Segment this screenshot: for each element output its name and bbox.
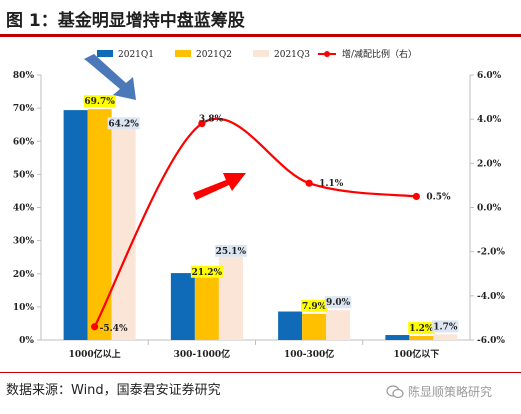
data-label-bg-2021q2 [83,95,116,108]
data-label-2021q2-1: 21.2% [192,268,223,278]
source-note: 数据来源：Wind，国泰君安证券研究 [6,383,221,398]
right-tick-label: 2.0% [477,159,502,169]
bar-2021q2-3 [409,336,434,340]
data-label-bg-2021q2 [408,322,435,335]
left-tick-label: 60% [13,137,35,147]
figure-title-bar: 图 1：基金明显增持中盘蓝筹股 [0,0,521,40]
ratio-label-2: 1.1% [319,179,344,189]
legend-label-ratio: 增/减配比例（右） [342,48,417,60]
left-tick-label: 0% [19,336,34,346]
bar-2021q2-1 [194,269,219,340]
right-tick-label: 6.0% [477,71,502,81]
category-label: 1000亿以上 [69,348,121,360]
bar-2021q2-0 [87,109,112,341]
ratio-point-1 [198,119,206,128]
category-label: 100-300亿 [284,348,334,360]
data-label-bg-2021q3 [107,117,140,130]
right-tick-label: -2.0% [477,248,505,258]
data-label-2021q3-1: 25.1% [216,247,247,257]
data-label-2021q2-0: 69.7% [84,97,115,107]
right-tick-label: 0.0% [477,204,502,214]
watermark-text: 陈显顺策略研究 [408,385,493,399]
bar-2021q3-0 [111,127,136,341]
data-label-bg-2021q3 [324,296,352,309]
ratio-point-2 [305,179,313,187]
chart-canvas: 2021Q1 2021Q2 2021Q3 增/减配比例（右） 0% 10% 20% 30% 40… [13,48,505,360]
legend-swatch-2021q1 [97,50,113,57]
watermark: 陈显顺策略研究 [386,383,492,400]
legend-label-2021q3: 2021Q3 [274,50,310,60]
right-tick-label: -4.0% [477,292,505,302]
data-label-bg-2021q2 [300,299,328,312]
data-label-bg-2021q3 [432,320,459,333]
data-label-2021q3-2: 9.0% [326,298,351,308]
data-label-2021q2-2: 7.9% [302,302,327,312]
right-tick-label: -6.0% [477,336,505,346]
bar-2021q1-0 [63,110,88,340]
legend-label-2021q1: 2021Q1 [118,50,154,60]
left-tick-label: 20% [13,270,35,280]
legend-swatch-2021q3 [253,50,269,57]
bar-2021q3-3 [433,334,458,340]
data-label-2021q2-3: 1.2% [409,324,434,334]
annotation-arrow-red [193,173,246,200]
bar-2021q1-1 [170,273,195,340]
left-tick-label: 10% [13,303,35,313]
ratio-point-3 [412,192,420,201]
left-tick-label: 70% [13,104,35,114]
data-label-2021q3-0: 64.2% [108,119,139,129]
bar-2021q3-2 [326,310,351,340]
source-divider [0,372,521,373]
bar-2021q1-3 [385,335,410,340]
ratio-line [93,117,417,328]
annotation-arrow-blue [84,54,136,100]
ratio-label-0: -5.4% [100,324,128,334]
category-label: 300-1000亿 [174,348,231,360]
left-tick-label: 80% [13,71,35,81]
bar-2021q2-2 [302,313,327,340]
figure-title: 图 1：基金明显增持中盘蓝筹股 [6,11,245,31]
legend-label-2021q2: 2021Q2 [196,50,232,60]
data-label-bg-2021q2 [190,265,223,278]
wechat-icon [386,384,404,398]
right-tick-label: 4.0% [477,115,502,125]
bar-2021q1-2 [278,311,303,340]
legend-swatch-2021q2 [175,50,191,57]
ratio-label-1: 3.8% [199,115,224,125]
data-label-2021q3-3: 1.7% [433,322,458,332]
left-tick-label: 30% [13,237,35,247]
ratio-point-0 [91,323,99,331]
ratio-label-3: 0.5% [426,192,451,202]
category-label: 100亿以下 [393,348,439,360]
data-label-bg-2021q3 [214,244,247,257]
title-divider [0,34,521,37]
left-tick-label: 50% [13,170,35,180]
legend-line-marker [324,51,330,57]
left-tick-label: 40% [13,204,35,214]
